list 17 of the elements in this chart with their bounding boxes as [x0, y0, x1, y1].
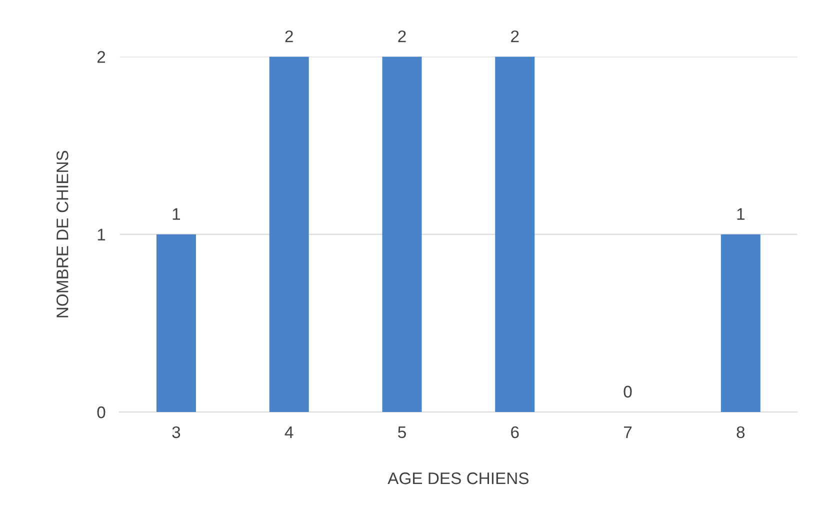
y-axis-title: NOMBRE DE CHIENS	[56, 150, 68, 318]
x-tick-label: 8	[736, 426, 745, 438]
data-label: 2	[398, 30, 406, 42]
data-label: 1	[172, 208, 180, 220]
y-tick-label: 0	[97, 406, 106, 418]
data-label: 1	[737, 208, 744, 220]
x-tick-label: 3	[172, 426, 180, 438]
x-axis-title: AGE DES CHIENS	[388, 472, 529, 484]
data-label: 2	[285, 30, 293, 42]
x-tick-label: 7	[624, 426, 632, 438]
data-label: 2	[511, 30, 519, 42]
y-tick-label: 1	[98, 228, 106, 240]
x-tick-label: 6	[511, 426, 519, 438]
data-label: 0	[624, 386, 632, 398]
x-tick-label: 5	[398, 426, 406, 438]
y-tick-label: 2	[97, 51, 106, 63]
x-tick-label: 4	[284, 426, 294, 438]
